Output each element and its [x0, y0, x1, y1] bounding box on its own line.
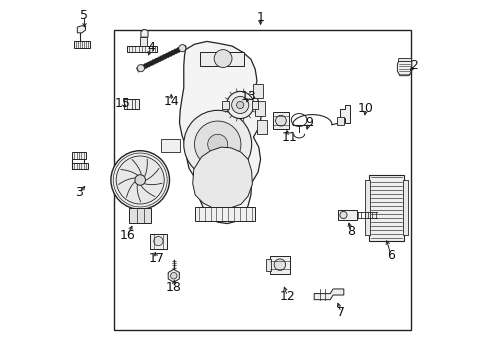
Polygon shape: [126, 46, 157, 52]
Circle shape: [231, 96, 248, 113]
Text: 2: 2: [409, 59, 417, 72]
Bar: [255, 102, 264, 116]
Circle shape: [116, 156, 164, 204]
Text: 15: 15: [114, 97, 130, 110]
Circle shape: [111, 151, 169, 209]
Bar: [270, 256, 289, 274]
Polygon shape: [192, 147, 252, 208]
Text: 1: 1: [256, 11, 264, 24]
Circle shape: [137, 64, 144, 72]
Text: 16: 16: [119, 229, 135, 242]
Text: 10: 10: [357, 102, 373, 115]
Text: 18: 18: [165, 281, 182, 294]
Polygon shape: [179, 41, 261, 224]
Text: 7: 7: [336, 306, 344, 319]
Text: 12: 12: [279, 289, 295, 303]
Text: 13: 13: [240, 90, 255, 103]
Circle shape: [170, 273, 177, 279]
Text: 17: 17: [148, 252, 164, 265]
Bar: [368, 175, 403, 241]
Text: 9: 9: [304, 116, 312, 129]
Bar: [402, 180, 407, 235]
Circle shape: [194, 121, 241, 167]
Polygon shape: [200, 52, 244, 66]
Circle shape: [275, 115, 285, 126]
Text: 3: 3: [75, 186, 83, 199]
Polygon shape: [397, 59, 411, 76]
Circle shape: [153, 237, 163, 246]
Bar: [114, 30, 410, 330]
Circle shape: [214, 50, 231, 67]
Text: 14: 14: [163, 95, 179, 108]
Circle shape: [183, 111, 251, 178]
Bar: [364, 180, 369, 235]
Bar: [265, 258, 270, 271]
Bar: [337, 210, 356, 220]
Circle shape: [339, 211, 346, 219]
Polygon shape: [313, 289, 343, 300]
Polygon shape: [74, 41, 90, 48]
Bar: [272, 112, 288, 129]
Bar: [129, 208, 151, 223]
Circle shape: [179, 45, 185, 52]
Text: 6: 6: [386, 248, 394, 261]
Polygon shape: [77, 26, 85, 33]
Bar: [123, 99, 139, 109]
Bar: [257, 120, 266, 134]
Bar: [149, 234, 166, 249]
Circle shape: [207, 134, 227, 154]
Polygon shape: [141, 29, 148, 37]
Polygon shape: [168, 269, 179, 282]
Text: 4: 4: [147, 41, 155, 54]
Bar: [253, 84, 263, 98]
Text: 5: 5: [81, 9, 88, 22]
Polygon shape: [160, 139, 180, 152]
Circle shape: [226, 91, 253, 118]
Circle shape: [236, 102, 244, 109]
Bar: [397, 58, 410, 62]
Bar: [222, 102, 228, 109]
Text: 11: 11: [281, 131, 296, 144]
Bar: [140, 37, 146, 46]
Circle shape: [274, 259, 285, 270]
Polygon shape: [195, 207, 255, 221]
Bar: [337, 117, 343, 125]
Polygon shape: [340, 105, 349, 123]
Text: 8: 8: [346, 225, 354, 238]
Polygon shape: [72, 152, 85, 158]
Circle shape: [135, 175, 145, 185]
Polygon shape: [72, 163, 88, 169]
Bar: [251, 102, 258, 109]
